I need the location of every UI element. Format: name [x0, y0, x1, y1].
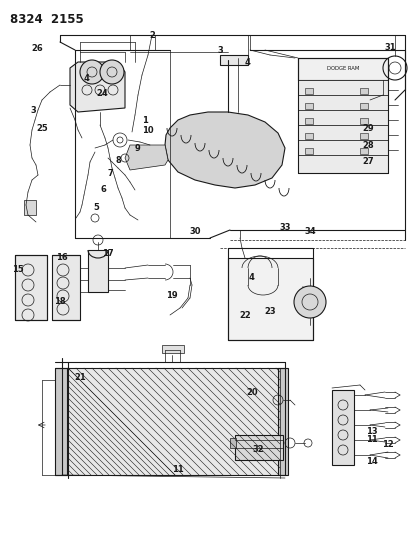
Bar: [52, 255, 80, 320]
Bar: [297, 58, 387, 80]
Text: 11: 11: [172, 465, 183, 474]
Text: 8: 8: [115, 156, 121, 165]
Bar: [297, 155, 387, 173]
Bar: [297, 110, 387, 125]
Bar: [229, 438, 236, 448]
Bar: [88, 250, 108, 292]
Bar: [227, 258, 312, 340]
Text: DODGE RAM: DODGE RAM: [326, 66, 358, 70]
Text: 15: 15: [12, 265, 24, 274]
Text: 27: 27: [361, 157, 373, 166]
Bar: [297, 80, 387, 95]
Bar: [24, 200, 36, 215]
Text: 33: 33: [279, 223, 290, 232]
Circle shape: [80, 60, 104, 84]
Text: 3: 3: [30, 106, 36, 115]
Bar: [297, 140, 387, 155]
Polygon shape: [164, 112, 284, 188]
Text: 18: 18: [54, 297, 66, 306]
Text: 17: 17: [102, 249, 114, 259]
Bar: [359, 148, 367, 154]
Text: 1: 1: [142, 116, 148, 125]
Text: 29: 29: [361, 124, 373, 133]
Bar: [359, 88, 367, 94]
Text: 16: 16: [56, 254, 68, 262]
Bar: [68, 368, 279, 475]
Text: 8324  2155: 8324 2155: [10, 13, 83, 26]
Bar: [220, 55, 247, 65]
Text: 25: 25: [36, 124, 48, 133]
Text: 7: 7: [107, 168, 112, 177]
Text: 20: 20: [245, 389, 257, 398]
Text: 32: 32: [252, 446, 263, 455]
Text: 3: 3: [217, 45, 222, 54]
Text: 2: 2: [149, 30, 155, 39]
Bar: [297, 125, 387, 140]
Circle shape: [100, 60, 124, 84]
Text: 4: 4: [248, 273, 254, 282]
Bar: [304, 118, 312, 124]
Text: 10: 10: [142, 125, 153, 134]
Text: 19: 19: [166, 292, 178, 301]
Bar: [304, 148, 312, 154]
Text: 24: 24: [96, 88, 108, 98]
Text: 28: 28: [361, 141, 373, 149]
Text: 12: 12: [381, 440, 393, 449]
Bar: [304, 88, 312, 94]
Text: 14: 14: [365, 457, 377, 466]
Text: 26: 26: [31, 44, 43, 52]
Text: 4: 4: [245, 58, 250, 67]
Text: 23: 23: [263, 308, 275, 317]
Text: 11: 11: [365, 435, 377, 445]
Bar: [277, 368, 287, 475]
Text: 6: 6: [100, 185, 106, 195]
Bar: [55, 368, 67, 475]
Bar: [304, 103, 312, 109]
Bar: [15, 255, 47, 320]
Text: 31: 31: [383, 43, 395, 52]
Text: 30: 30: [189, 228, 200, 237]
Bar: [359, 133, 367, 139]
Text: 13: 13: [365, 427, 377, 437]
Text: 4: 4: [84, 74, 90, 83]
Bar: [162, 345, 184, 353]
Circle shape: [293, 286, 325, 318]
Polygon shape: [125, 145, 168, 170]
Bar: [234, 435, 282, 460]
Bar: [297, 95, 387, 110]
Bar: [331, 390, 353, 465]
Text: 34: 34: [303, 228, 315, 237]
Bar: [359, 118, 367, 124]
Text: 22: 22: [238, 311, 250, 319]
Bar: [359, 103, 367, 109]
Polygon shape: [70, 62, 125, 112]
Text: 5: 5: [93, 204, 99, 213]
Bar: [304, 133, 312, 139]
Text: 21: 21: [74, 374, 85, 383]
Text: 9: 9: [135, 143, 141, 152]
